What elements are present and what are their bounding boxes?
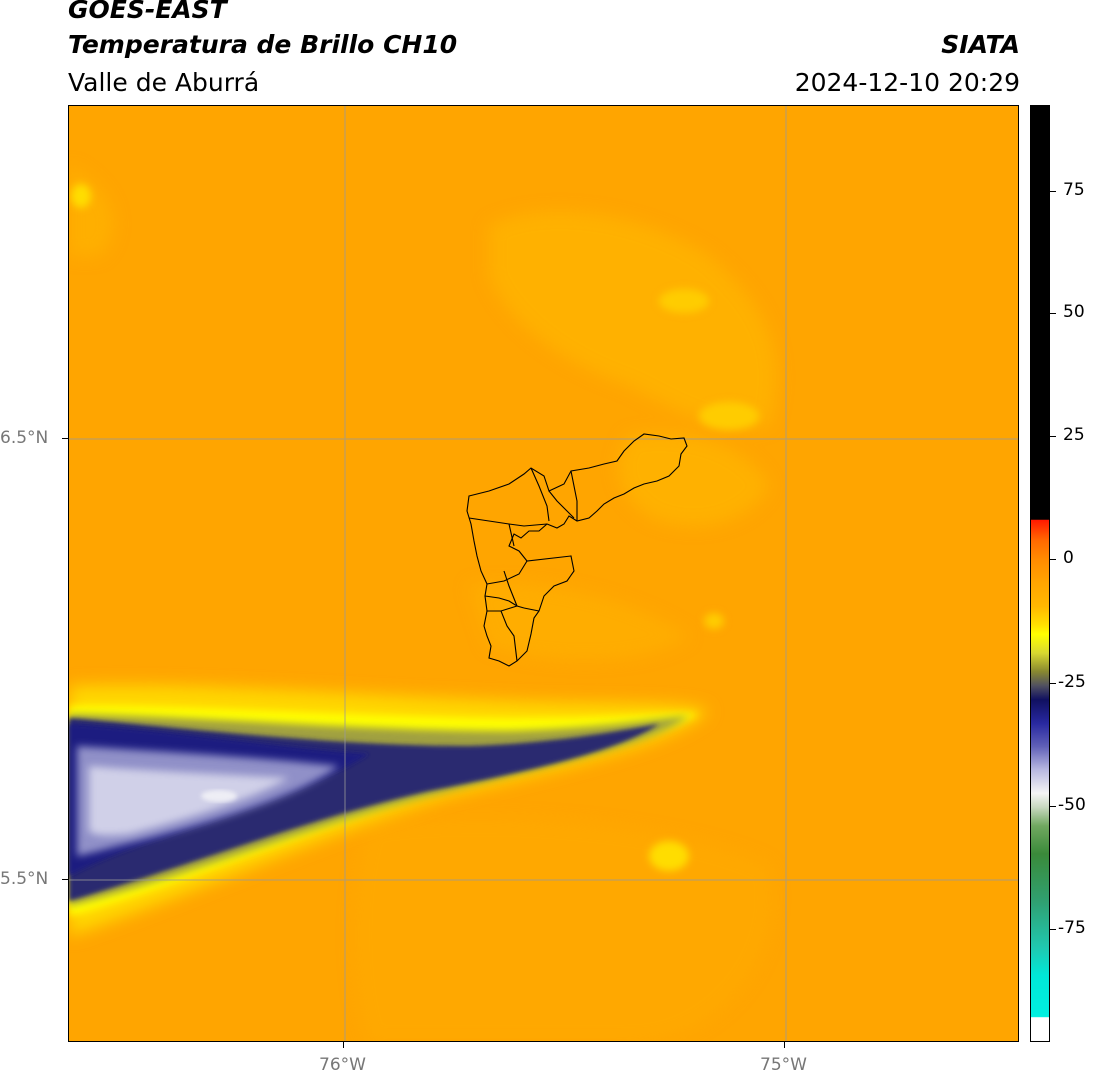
colorbar-tick-0 bbox=[1050, 559, 1056, 560]
lon-label-75w: 75°W bbox=[760, 1055, 807, 1075]
tick-6-5n bbox=[62, 438, 68, 439]
colorbar-label-neg50: -50 bbox=[1058, 795, 1086, 815]
agency-label: SIATA bbox=[941, 30, 1020, 59]
colorbar-label-neg75: -75 bbox=[1058, 918, 1086, 938]
colorbar-tick-neg50 bbox=[1050, 806, 1056, 807]
colorbar bbox=[1030, 105, 1050, 1042]
municipal-border-4 bbox=[570, 470, 578, 521]
tick-75w bbox=[784, 1042, 785, 1048]
satellite-title: GOES-EAST bbox=[68, 0, 227, 24]
region-subtitle: Valle de Aburrá bbox=[68, 68, 260, 97]
yellow-spots bbox=[71, 184, 759, 871]
valle-outer-boundary bbox=[466, 433, 688, 667]
colorbar-label-0: 0 bbox=[1063, 548, 1074, 568]
colorbar-label-75: 75 bbox=[1063, 180, 1085, 200]
lat-label-5-5n: 5.5°N bbox=[0, 869, 49, 889]
municipal-border-6 bbox=[486, 560, 528, 585]
colorbar-tick-75 bbox=[1050, 191, 1056, 192]
tick-5-5n bbox=[62, 879, 68, 880]
municipal-border-10 bbox=[523, 607, 540, 612]
colorbar-tick-neg25 bbox=[1050, 683, 1056, 684]
product-title: Temperatura de Brillo CH10 bbox=[68, 30, 458, 59]
colorbar-tick-50 bbox=[1050, 313, 1056, 314]
cloud-band bbox=[69, 684, 709, 936]
municipal-outlines bbox=[466, 433, 688, 667]
colorbar-tick-25 bbox=[1050, 436, 1056, 437]
colorbar-label-50: 50 bbox=[1063, 302, 1085, 322]
lat-label-6-5n: 6.5°N bbox=[0, 428, 49, 448]
colorbar-label-neg25: -25 bbox=[1058, 672, 1086, 692]
colorbar-tick-neg75 bbox=[1050, 929, 1056, 930]
municipal-border-5 bbox=[508, 523, 515, 547]
municipal-border-11 bbox=[500, 610, 518, 662]
amber-regions bbox=[69, 166, 777, 1041]
tick-76w bbox=[343, 1042, 344, 1048]
datetime-label: 2024-12-10 20:29 bbox=[794, 68, 1020, 97]
colorbar-label-25: 25 bbox=[1063, 425, 1085, 445]
municipal-border-7 bbox=[484, 595, 525, 609]
graticule bbox=[69, 106, 1018, 1041]
municipal-border-3 bbox=[548, 490, 575, 519]
municipal-border-8 bbox=[503, 570, 518, 607]
map-svg bbox=[69, 106, 1018, 1041]
lon-label-76w: 76°W bbox=[319, 1055, 366, 1075]
brightness-temperature-map bbox=[68, 105, 1019, 1042]
municipal-border-2 bbox=[530, 467, 550, 522]
